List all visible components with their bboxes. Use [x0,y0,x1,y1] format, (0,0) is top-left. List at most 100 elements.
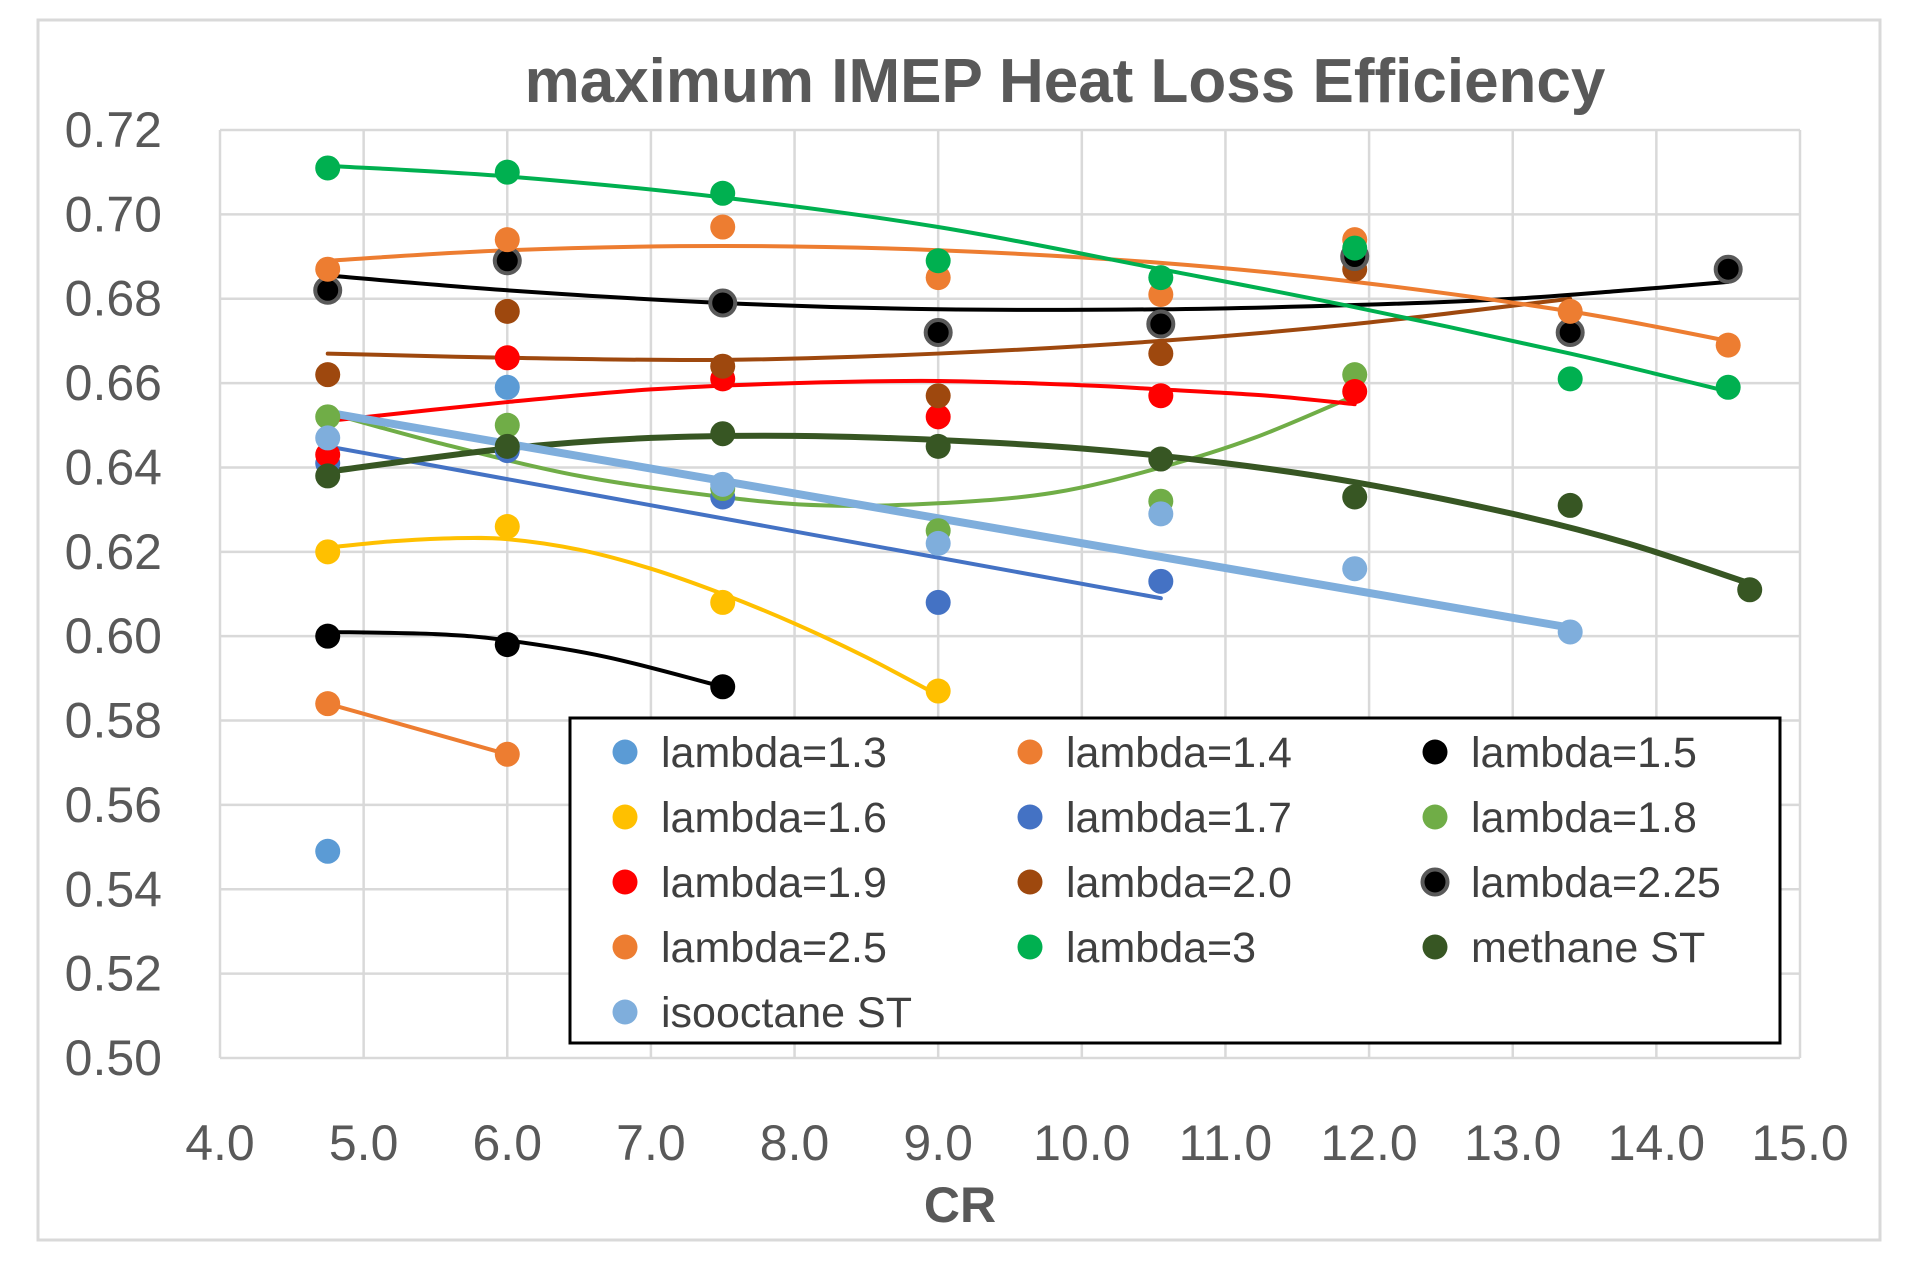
legend-item-lambda-2-5: lambda=2.5 [612,924,887,972]
point-methane-st [925,433,951,459]
legend-item-methane-st: methane ST [1422,924,1705,972]
x-axis-tick-labels: 4.0 5.0 6.0 7.0 8.0 9.0 10.0 11.0 12.0 13.0 14.0 15… [185,1115,1848,1171]
point-methane-st [1557,492,1583,518]
legend-box [568,716,1782,1045]
legend-item-lambda-1-6: lambda=1.6 [612,794,887,842]
point-lambda-2-5 [315,256,341,282]
trendline-lambda-1-7 [325,444,1163,601]
legend: lambda=1.3 lambda=1.4 lambda=1.5 lambda=1.6… [568,716,1782,1045]
y-tick-label: 0.54 [65,861,162,917]
point-isooctane-st [1342,556,1368,582]
point-lambda-1-6 [315,539,341,565]
point-lambda-1-9 [925,404,951,430]
legend-marker [1017,804,1043,830]
point-lambda-2-0 [315,362,341,388]
legend-marker [612,869,638,895]
trendline-isooctane-st [323,408,1575,632]
legend-item-lambda-3: lambda=3 [1017,924,1256,972]
point-lambda-1-3 [315,838,341,864]
point-lambda-2-5 [494,227,520,253]
y-tick-label: 0.72 [65,102,162,158]
point-lambda-2-5 [1715,332,1741,358]
point-lambda-2-25 [1146,309,1176,339]
trendline-methane-st [324,432,1753,587]
x-tick-label: 15.0 [1751,1115,1848,1171]
point-lambda-2-5 [1557,298,1583,324]
trendline-lambda-2-5 [325,243,1731,343]
point-lambda-1-6 [925,678,951,704]
chart-title: maximum IMEP Heat Loss Efficiency [525,47,1606,116]
legend-marker [1422,804,1448,830]
point-lambda-3 [1342,235,1368,261]
point-isooctane-st [1148,501,1174,527]
trendline-lambda-1-9 [325,378,1357,424]
point-lambda-2-0 [925,383,951,409]
point-methane-st [1148,446,1174,472]
point-lambda-2-25 [1713,254,1743,284]
x-tick-label: 13.0 [1464,1115,1561,1171]
trendline-lambda-2-25 [325,273,1731,312]
y-tick-label: 0.52 [65,946,162,1002]
legend-item-lambda-1-5: lambda=1.5 [1422,729,1697,777]
point-lambda-3 [1715,374,1741,400]
legend-label: lambda=1.8 [1471,794,1697,842]
y-tick-label: 0.56 [65,777,162,833]
x-tick-label: 11.0 [1179,1115,1273,1171]
legend-item-lambda-2-0: lambda=2.0 [1017,859,1292,907]
y-tick-label: 0.68 [65,271,162,327]
point-lambda-3 [1557,366,1583,392]
point-lambda-3 [315,155,341,181]
legend-marker [612,934,638,960]
point-lambda-2-25 [923,317,953,347]
legend-item-lambda-1-9: lambda=1.9 [612,859,887,907]
point-lambda-1-5 [494,632,520,658]
point-lambda-1-4 [315,691,341,717]
legend-marker [612,999,638,1025]
legend-label: lambda=1.7 [1066,794,1292,842]
point-lambda-1-7 [1148,568,1174,594]
point-methane-st [1737,577,1763,603]
y-tick-label: 0.70 [65,186,162,242]
y-tick-label: 0.66 [65,355,162,411]
x-axis-title: CR [924,1177,996,1233]
legend-marker [1017,934,1043,960]
point-lambda-1-6 [494,514,520,540]
point-lambda-1-5 [315,623,341,649]
legend-label: lambda=2.0 [1066,859,1292,907]
point-isooctane-st [710,471,736,497]
legend-marker [612,804,638,830]
point-lambda-2-5 [710,214,736,240]
point-lambda-2-25 [708,288,738,318]
trendline-lambda-1-6 [325,535,941,698]
point-lambda-3 [494,159,520,185]
point-isooctane-st [1557,619,1583,645]
y-tick-label: 0.58 [65,693,162,749]
point-lambda-2-0 [494,298,520,324]
point-lambda-2-0 [710,353,736,379]
x-tick-label: 6.0 [473,1115,543,1171]
y-tick-label: 0.64 [65,439,162,495]
legend-marker [612,739,638,765]
point-lambda-3 [1148,265,1174,291]
legend-label: lambda=1.5 [1471,729,1697,777]
x-tick-label: 9.0 [903,1115,973,1171]
legend-marker [1017,739,1043,765]
legend-label: lambda=1.3 [661,729,887,777]
point-lambda-1-5 [710,674,736,700]
x-tick-label: 12.0 [1320,1115,1417,1171]
trendline-lambda-1-4 [325,701,510,757]
x-tick-label: 4.0 [185,1115,255,1171]
point-methane-st [710,421,736,447]
point-lambda-1-7 [925,589,951,615]
x-tick-label: 10.0 [1033,1115,1130,1171]
legend-item-lambda-2-25: lambda=2.25 [1420,859,1721,907]
legend-item-lambda-1-8: lambda=1.8 [1422,794,1697,842]
point-lambda-1-9 [1148,383,1174,409]
legend-item-lambda-1-3: lambda=1.3 [612,729,887,777]
legend-label: lambda=2.5 [661,924,887,972]
point-lambda-1-4 [494,741,520,767]
legend-label: lambda=3 [1066,924,1256,972]
y-axis-tick-labels: 0.50 0.52 0.54 0.56 0.58 0.60 0.62 0.64 0.66 0.68… [65,102,162,1086]
legend-item-lambda-1-4: lambda=1.4 [1017,729,1292,777]
